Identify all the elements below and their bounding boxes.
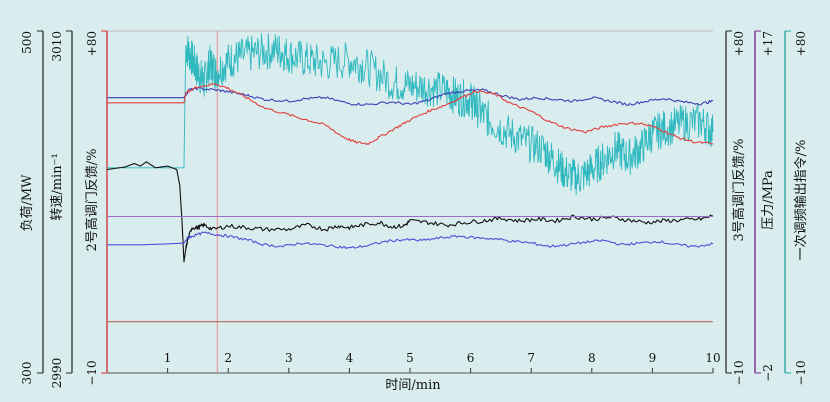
- axis-pressure-min: −2: [761, 364, 775, 382]
- axis-valve3-min: −10: [732, 360, 746, 385]
- axis-speed-label: 转速/min⁻¹: [50, 153, 65, 220]
- axis-freq-min: −10: [794, 360, 808, 385]
- x-axis-label: 时间/min: [385, 378, 441, 393]
- x-tick-label: 1: [164, 351, 172, 365]
- axis-valve3-label: 3号高调门反馈/%: [731, 138, 747, 241]
- axis-valve3-max: +80: [732, 31, 746, 56]
- series-line-blue-top: [107, 86, 714, 106]
- axis-valve2-max: +80: [85, 31, 99, 56]
- series-line-black: [106, 161, 714, 263]
- x-tick-label: 4: [346, 351, 354, 365]
- axis-valve3: +80 −10 3号高调门反馈/%: [725, 30, 747, 386]
- x-tick-label: 8: [588, 351, 596, 365]
- axis-speed-min: 2990: [50, 358, 64, 389]
- x-tick-label: 2: [224, 351, 232, 365]
- series-line-red: [107, 83, 714, 146]
- axis-pressure-label: 压力/MPa: [761, 170, 776, 230]
- x-tick-label: 10: [705, 351, 720, 365]
- axis-load-max: 500: [20, 31, 34, 54]
- axis-load: 500 300 负荷/MW: [20, 30, 44, 385]
- axis-valve2-label: 2号高调门反馈/%: [84, 148, 100, 251]
- x-tick-label: 9: [649, 351, 657, 365]
- x-axis-ticks: 1 2 3 4 5 6 7 8 9 10: [164, 351, 721, 373]
- series-line-blue-low: [107, 231, 714, 249]
- series-line-cyan: [107, 33, 714, 196]
- series-layer: [106, 31, 714, 373]
- axis-pressure: +17 −2 压力/MPa: [754, 30, 776, 382]
- axis-valve2-min: −10: [85, 360, 99, 385]
- x-tick-label: 7: [527, 351, 535, 365]
- axis-speed: 3010 2990 转速/min⁻¹: [50, 30, 73, 389]
- axis-freq-max: +80: [794, 31, 808, 56]
- x-tick-label: 5: [406, 351, 414, 365]
- axis-load-label: 负荷/MW: [20, 174, 35, 232]
- axis-pressure-max: +17: [761, 31, 775, 56]
- axis-freq: +80 −10 一次调频输出指令/%: [784, 30, 809, 386]
- axis-load-min: 300: [20, 362, 34, 385]
- x-tick-label: 6: [467, 351, 475, 365]
- axis-freq-label: 一次调频输出指令/%: [793, 140, 809, 261]
- plot-area: [107, 31, 713, 373]
- x-tick-label: 3: [285, 351, 293, 365]
- axis-speed-max: 3010: [50, 31, 64, 62]
- axis-valve2: +80 −10 2号高调门反馈/%: [84, 30, 108, 386]
